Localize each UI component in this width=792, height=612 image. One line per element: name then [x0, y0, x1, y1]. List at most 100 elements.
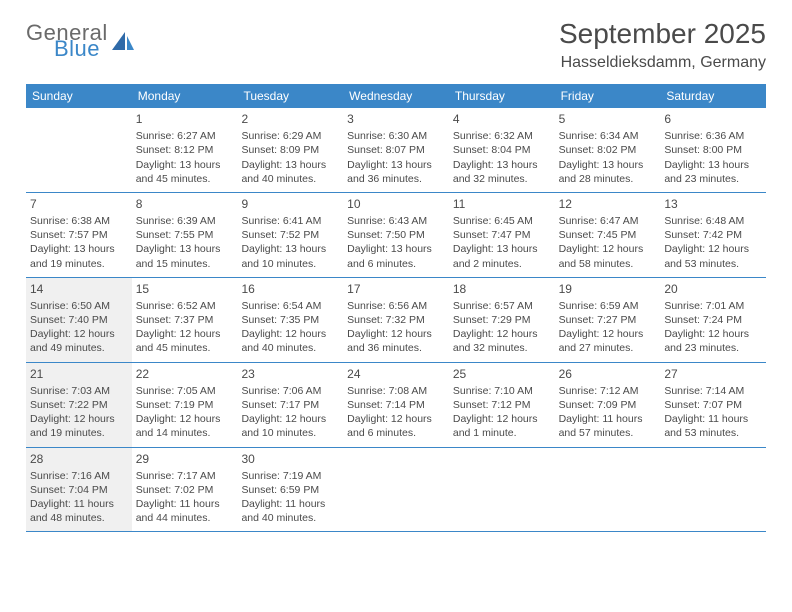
- day-number: 26: [559, 366, 657, 382]
- daylight-line: Daylight: 12 hours and 14 minutes.: [136, 412, 234, 440]
- sunset-line: Sunset: 6:59 PM: [241, 483, 339, 497]
- day-number: 24: [347, 366, 445, 382]
- day-cell: 21Sunrise: 7:03 AMSunset: 7:22 PMDayligh…: [26, 363, 132, 447]
- day-cell: [26, 108, 132, 192]
- sunset-line: Sunset: 7:24 PM: [664, 313, 762, 327]
- day-number: 9: [241, 196, 339, 212]
- day-cell: 15Sunrise: 6:52 AMSunset: 7:37 PMDayligh…: [132, 278, 238, 362]
- day-cell: 19Sunrise: 6:59 AMSunset: 7:27 PMDayligh…: [555, 278, 661, 362]
- weekday-header: Friday: [555, 84, 661, 108]
- sunrise-line: Sunrise: 6:59 AM: [559, 299, 657, 313]
- day-cell: 29Sunrise: 7:17 AMSunset: 7:02 PMDayligh…: [132, 448, 238, 532]
- day-number: 21: [30, 366, 128, 382]
- day-cell: 3Sunrise: 6:30 AMSunset: 8:07 PMDaylight…: [343, 108, 449, 192]
- sunset-line: Sunset: 8:07 PM: [347, 143, 445, 157]
- sunrise-line: Sunrise: 6:56 AM: [347, 299, 445, 313]
- location: Hasseldieksdamm, Germany: [559, 54, 766, 72]
- daylight-line: Daylight: 12 hours and 45 minutes.: [136, 327, 234, 355]
- sunrise-line: Sunrise: 6:43 AM: [347, 214, 445, 228]
- day-cell: 16Sunrise: 6:54 AMSunset: 7:35 PMDayligh…: [237, 278, 343, 362]
- daylight-line: Daylight: 13 hours and 23 minutes.: [664, 158, 762, 186]
- sunrise-line: Sunrise: 6:54 AM: [241, 299, 339, 313]
- sunset-line: Sunset: 7:04 PM: [30, 483, 128, 497]
- daylight-line: Daylight: 12 hours and 1 minute.: [453, 412, 551, 440]
- sunset-line: Sunset: 7:14 PM: [347, 398, 445, 412]
- sunrise-line: Sunrise: 6:27 AM: [136, 129, 234, 143]
- sunrise-line: Sunrise: 7:10 AM: [453, 384, 551, 398]
- header: General Blue September 2025 Hasseldieksd…: [26, 18, 766, 72]
- day-number: 7: [30, 196, 128, 212]
- sunrise-line: Sunrise: 6:50 AM: [30, 299, 128, 313]
- day-number: 30: [241, 451, 339, 467]
- day-cell: 17Sunrise: 6:56 AMSunset: 7:32 PMDayligh…: [343, 278, 449, 362]
- sunset-line: Sunset: 8:09 PM: [241, 143, 339, 157]
- day-cell: 23Sunrise: 7:06 AMSunset: 7:17 PMDayligh…: [237, 363, 343, 447]
- day-cell: 12Sunrise: 6:47 AMSunset: 7:45 PMDayligh…: [555, 193, 661, 277]
- day-cell: 22Sunrise: 7:05 AMSunset: 7:19 PMDayligh…: [132, 363, 238, 447]
- sunrise-line: Sunrise: 6:34 AM: [559, 129, 657, 143]
- sunrise-line: Sunrise: 6:39 AM: [136, 214, 234, 228]
- day-cell: 6 Sunrise: 6:36 AMSunset: 8:00 PMDaylight…: [660, 108, 766, 192]
- sunrise-line: Sunrise: 6:38 AM: [30, 214, 128, 228]
- daylight-line: Daylight: 13 hours and 28 minutes.: [559, 158, 657, 186]
- sunset-line: Sunset: 8:04 PM: [453, 143, 551, 157]
- day-number: 22: [136, 366, 234, 382]
- sunset-line: Sunset: 7:37 PM: [136, 313, 234, 327]
- weekday-header: Wednesday: [343, 84, 449, 108]
- sunset-line: Sunset: 7:57 PM: [30, 228, 128, 242]
- weekday-header: Monday: [132, 84, 238, 108]
- sunset-line: Sunset: 8:02 PM: [559, 143, 657, 157]
- day-number: 6: [664, 111, 762, 127]
- week-row: 7Sunrise: 6:38 AMSunset: 7:57 PMDaylight…: [26, 193, 766, 278]
- day-cell: 20Sunrise: 7:01 AMSunset: 7:24 PMDayligh…: [660, 278, 766, 362]
- logo-sail-icon: [110, 30, 136, 52]
- day-cell: [555, 448, 661, 532]
- day-number: 12: [559, 196, 657, 212]
- daylight-line: Daylight: 11 hours and 53 minutes.: [664, 412, 762, 440]
- day-cell: [343, 448, 449, 532]
- daylight-line: Daylight: 13 hours and 2 minutes.: [453, 242, 551, 270]
- week-row: 21Sunrise: 7:03 AMSunset: 7:22 PMDayligh…: [26, 363, 766, 448]
- title-block: September 2025 Hasseldieksdamm, Germany: [559, 18, 766, 72]
- week-row: 1Sunrise: 6:27 AMSunset: 8:12 PMDaylight…: [26, 108, 766, 193]
- day-number: 11: [453, 196, 551, 212]
- daylight-line: Daylight: 13 hours and 19 minutes.: [30, 242, 128, 270]
- sunrise-line: Sunrise: 7:19 AM: [241, 469, 339, 483]
- day-cell: 5 Sunrise: 6:34 AMSunset: 8:02 PMDaylight…: [555, 108, 661, 192]
- weekday-header: Saturday: [660, 84, 766, 108]
- sunset-line: Sunset: 8:00 PM: [664, 143, 762, 157]
- week-row: 14Sunrise: 6:50 AMSunset: 7:40 PMDayligh…: [26, 278, 766, 363]
- daylight-line: Daylight: 13 hours and 40 minutes.: [241, 158, 339, 186]
- sunrise-line: Sunrise: 6:36 AM: [664, 129, 762, 143]
- day-number: 4: [453, 111, 551, 127]
- sunset-line: Sunset: 7:29 PM: [453, 313, 551, 327]
- sunrise-line: Sunrise: 7:14 AM: [664, 384, 762, 398]
- day-number: 27: [664, 366, 762, 382]
- day-number: 5: [559, 111, 657, 127]
- weekday-header-row: SundayMondayTuesdayWednesdayThursdayFrid…: [26, 84, 766, 108]
- sunrise-line: Sunrise: 7:01 AM: [664, 299, 762, 313]
- sunset-line: Sunset: 7:45 PM: [559, 228, 657, 242]
- sunrise-line: Sunrise: 6:29 AM: [241, 129, 339, 143]
- day-cell: 13Sunrise: 6:48 AMSunset: 7:42 PMDayligh…: [660, 193, 766, 277]
- weekday-header: Tuesday: [237, 84, 343, 108]
- weekday-header: Sunday: [26, 84, 132, 108]
- day-cell: 11Sunrise: 6:45 AMSunset: 7:47 PMDayligh…: [449, 193, 555, 277]
- day-number: 13: [664, 196, 762, 212]
- day-number: 10: [347, 196, 445, 212]
- daylight-line: Daylight: 12 hours and 40 minutes.: [241, 327, 339, 355]
- sunrise-line: Sunrise: 6:47 AM: [559, 214, 657, 228]
- sunrise-line: Sunrise: 7:06 AM: [241, 384, 339, 398]
- day-number: 19: [559, 281, 657, 297]
- sunrise-line: Sunrise: 7:03 AM: [30, 384, 128, 398]
- logo-text: General Blue: [26, 22, 108, 60]
- sunset-line: Sunset: 7:17 PM: [241, 398, 339, 412]
- sunrise-line: Sunrise: 6:48 AM: [664, 214, 762, 228]
- day-number: 23: [241, 366, 339, 382]
- day-cell: 24Sunrise: 7:08 AMSunset: 7:14 PMDayligh…: [343, 363, 449, 447]
- day-number: 15: [136, 281, 234, 297]
- day-cell: 30Sunrise: 7:19 AMSunset: 6:59 PMDayligh…: [237, 448, 343, 532]
- sunset-line: Sunset: 7:47 PM: [453, 228, 551, 242]
- day-cell: 26Sunrise: 7:12 AMSunset: 7:09 PMDayligh…: [555, 363, 661, 447]
- day-number: 3: [347, 111, 445, 127]
